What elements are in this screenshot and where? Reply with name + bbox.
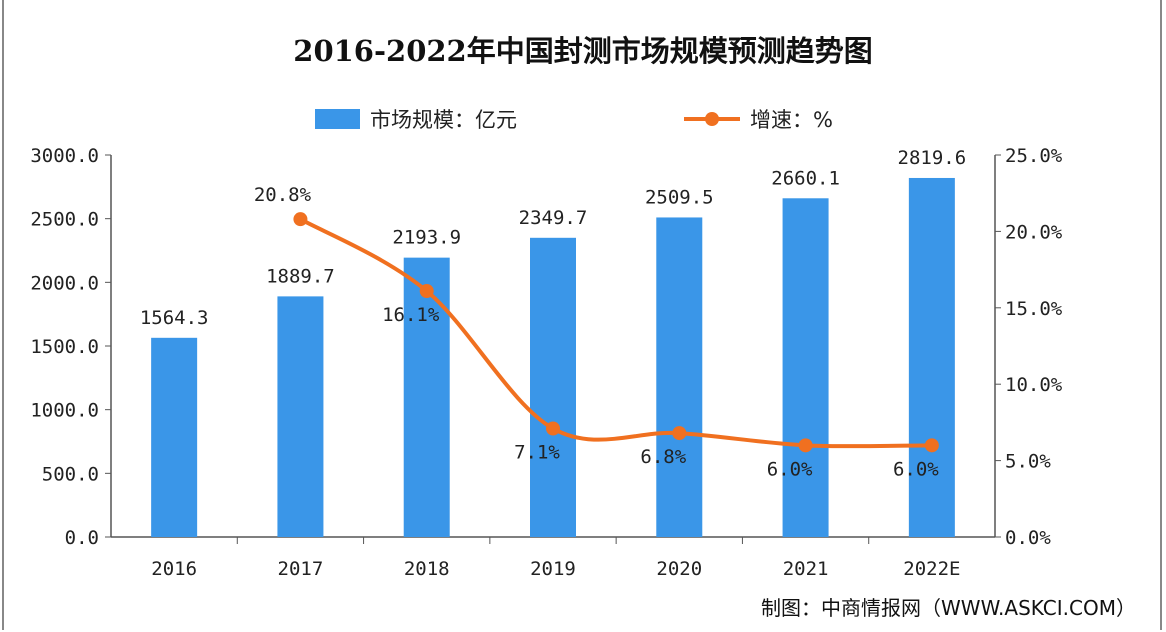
bar-data-label: 1564.3	[140, 307, 209, 329]
growth-line	[299, 217, 932, 449]
growth-data-label: 6.8%	[640, 446, 686, 468]
x-axis-tick-label: 2016	[151, 558, 197, 580]
legend-bar-swatch	[315, 109, 360, 129]
growth-point-2020	[672, 426, 687, 441]
growth-data-label: 6.0%	[893, 458, 939, 480]
right-axis-tick-label: 25.0%	[1005, 145, 1063, 167]
x-axis-tick-label: 2017	[278, 558, 324, 580]
x-axis-tick-label: 2021	[783, 558, 829, 580]
bar-data-label: 1889.7	[266, 265, 335, 287]
x-axis-tick-label: 2019	[530, 558, 576, 580]
left-axis-tick-label: 2000.0	[30, 272, 99, 294]
right-axis-tick-label: 15.0%	[1005, 298, 1063, 320]
bar-data-label: 2509.5	[645, 186, 714, 208]
growth-point-2018	[419, 283, 434, 298]
growth-point-2017	[293, 212, 308, 227]
bar-2022E	[908, 177, 955, 537]
right-axis-tick-label: 5.0%	[1005, 451, 1051, 473]
x-axis-tick-label: 2022E	[903, 558, 960, 580]
legend-item-growth: 增速：%	[684, 104, 833, 134]
bar-data-label: 2193.9	[392, 227, 461, 249]
bar-2020	[656, 217, 703, 537]
growth-data-label: 16.1%	[382, 304, 440, 326]
left-axis-tick-label: 3000.0	[30, 145, 99, 167]
legend-label: 市场规模：亿元	[370, 108, 517, 132]
right-axis-tick-label: 0.0%	[1005, 527, 1051, 549]
bar-data-label: 2349.7	[519, 207, 588, 229]
left-axis-tick-label: 1000.0	[30, 400, 99, 422]
growth-data-label: 6.0%	[767, 458, 813, 480]
growth-point-2022E	[924, 438, 939, 453]
bar-2016	[151, 337, 198, 537]
left-axis-tick-label: 500.0	[42, 463, 99, 485]
growth-point-2019	[546, 421, 560, 436]
left-axis-tick-label: 0.0	[65, 527, 99, 549]
chart-title: 2016-2022年中国封测市场规模预测趋势图	[293, 34, 873, 68]
bar-2021	[782, 198, 829, 538]
right-axis-tick-label: 20.0%	[1005, 221, 1063, 243]
growth-point-2021	[798, 438, 813, 453]
growth-data-label: 20.8%	[254, 184, 312, 206]
growth-data-label: 7.1%	[514, 442, 560, 464]
bar-2019	[530, 237, 576, 537]
right-axis-tick-label: 10.0%	[1005, 374, 1063, 396]
left-axis-tick-label: 2500.0	[30, 209, 99, 231]
x-axis-tick-label: 2020	[656, 558, 702, 580]
bar-2018	[403, 257, 450, 537]
bar-data-label: 2660.1	[771, 167, 840, 189]
legend-label: 增速：%	[750, 108, 833, 132]
source-note: 制图：中商情报网（WWW.ASKCI.COM）	[761, 596, 1136, 620]
x-axis-tick-label: 2018	[404, 558, 450, 580]
bar-data-label: 2819.6	[898, 147, 967, 169]
left-axis-tick-label: 1500.0	[30, 336, 99, 358]
bar-2017	[277, 296, 324, 537]
legend-line-swatch	[684, 109, 740, 129]
legend-item-market-size: 市场规模：亿元	[315, 104, 517, 134]
